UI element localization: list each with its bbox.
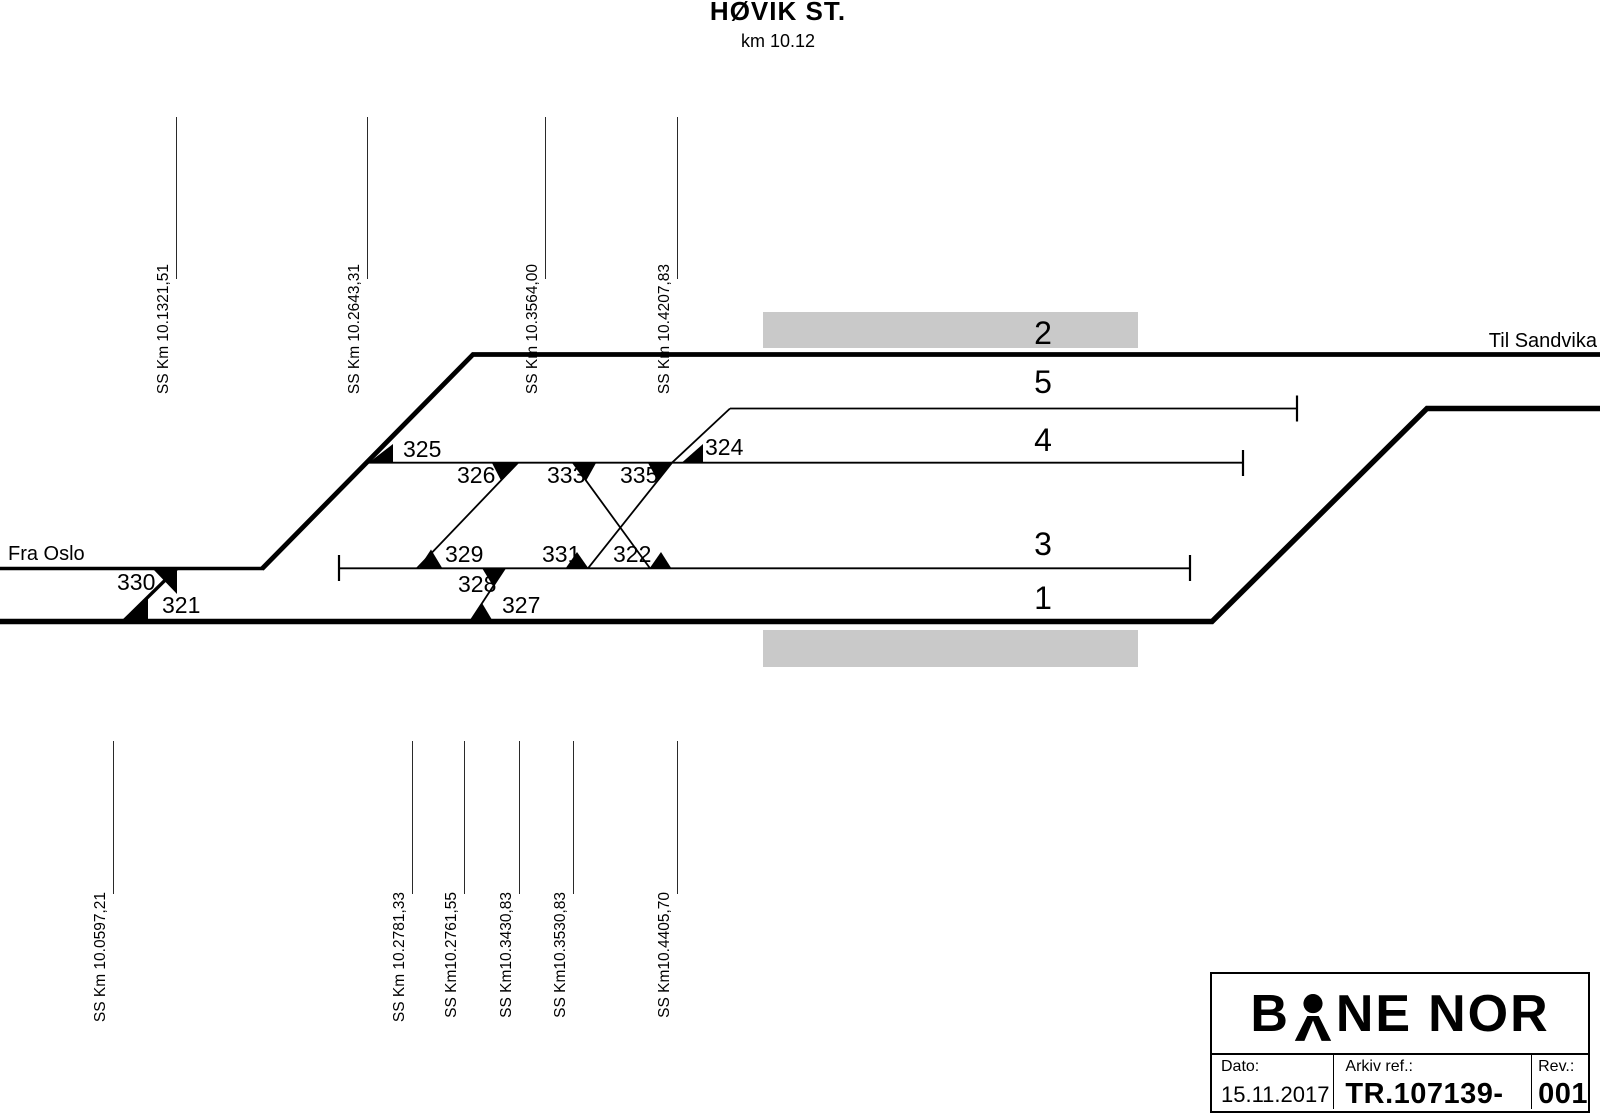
date-label: Dato: xyxy=(1221,1058,1260,1075)
switch-324-label: 324 xyxy=(705,434,744,460)
platform-track-2 xyxy=(763,312,1138,348)
track-2-number: 2 xyxy=(1034,315,1052,351)
station-km: km 10.12 xyxy=(740,31,816,51)
switch-333-symbol xyxy=(573,463,596,481)
km-marker-text: SS Km 10.2781,33 xyxy=(391,892,408,1023)
switch-328-label: 328 xyxy=(458,571,497,597)
logo-text-nor: NOR xyxy=(1428,984,1550,1043)
switch-328-symbol xyxy=(482,568,505,586)
switch-333-label: 333 xyxy=(547,462,586,488)
km-marker-line xyxy=(676,117,678,279)
switch-335-label: 335 xyxy=(620,462,659,488)
revision-label: Rev.: xyxy=(1538,1058,1575,1075)
km-marker-text: SS Km10.2761,55 xyxy=(443,892,460,1018)
direction-to-sandvika: Til Sandvika xyxy=(1488,330,1597,352)
branch-324-to-track-5 xyxy=(671,407,731,464)
km-marker-line xyxy=(544,117,546,279)
km-marker-text: SS Km10.3430,83 xyxy=(498,892,515,1018)
switch-330-symbol xyxy=(152,568,177,594)
km-marker-top-3: SS Km 10.3564,00 xyxy=(524,117,546,394)
title-block-revision-cell: Rev.: 001 xyxy=(1532,1055,1588,1110)
revision-value: 001 xyxy=(1538,1078,1588,1110)
direction-from-oslo: Fra Oslo xyxy=(8,543,85,565)
km-marker-bottom-6: SS Km10.4405,70 xyxy=(656,741,678,1018)
station-title: HØVIK ST. xyxy=(709,0,847,26)
track-1-number: 1 xyxy=(1034,580,1052,616)
km-marker-line xyxy=(676,741,678,894)
switch-321-label: 321 xyxy=(162,592,201,618)
switch-327-label: 327 xyxy=(502,592,541,618)
switch-331-label: 331 xyxy=(542,541,581,567)
date-value: 15.11.2017 xyxy=(1221,1082,1330,1107)
km-marker-bottom-3: SS Km10.2761,55 xyxy=(443,741,465,1018)
switch-325-symbol xyxy=(369,444,393,463)
km-marker-bottom-5: SS Km10.3530,83 xyxy=(552,741,574,1018)
switch-322-label: 322 xyxy=(613,541,652,567)
km-marker-line xyxy=(518,741,520,894)
km-marker-text: SS Km 10.0597,21 xyxy=(92,892,109,1023)
km-marker-text: SS Km 10.3564,00 xyxy=(524,264,541,395)
switch-325-label: 325 xyxy=(403,436,442,462)
platform-track-1 xyxy=(763,630,1138,667)
km-marker-top-1: SS Km 10.1321,51 xyxy=(155,117,177,394)
km-marker-line xyxy=(175,117,177,279)
km-marker-top-4: SS Km 10.4207,83 xyxy=(656,117,678,394)
km-marker-line xyxy=(366,117,368,279)
title-block-date-cell: Dato: 15.11.2017 xyxy=(1212,1055,1335,1109)
km-marker-line xyxy=(411,741,413,894)
km-marker-text: SS Km 10.1321,51 xyxy=(155,264,172,395)
switch-324-symbol xyxy=(682,444,703,463)
title-block-info-row: Dato: 15.11.2017 Arkiv ref.: TR.107139-0… xyxy=(1212,1055,1588,1115)
title-block-archive-cell: Arkiv ref.: TR.107139-000 xyxy=(1334,1055,1533,1115)
km-marker-line xyxy=(572,741,574,894)
switch-322-symbol xyxy=(650,552,671,568)
track-5-number: 5 xyxy=(1034,364,1052,400)
switch-327-symbol xyxy=(470,603,493,622)
km-marker-bottom-4: SS Km10.3430,83 xyxy=(498,741,520,1018)
track-2-line xyxy=(260,352,1600,571)
switch-321-symbol xyxy=(123,597,148,622)
km-marker-text: SS Km 10.4207,83 xyxy=(656,264,673,395)
logo-text-b: B xyxy=(1250,984,1290,1043)
bane-nor-a-mark-icon xyxy=(1294,993,1332,1041)
bane-nor-logo: B NE NOR xyxy=(1212,974,1588,1055)
km-marker-line xyxy=(463,741,465,894)
km-marker-text: SS Km10.4405,70 xyxy=(656,892,673,1018)
track-3-number: 3 xyxy=(1034,526,1052,562)
switch-330-label: 330 xyxy=(117,569,156,595)
switch-326-symbol xyxy=(492,463,518,481)
km-marker-bottom-2: SS Km 10.2781,33 xyxy=(391,741,413,1022)
switch-331-symbol xyxy=(566,552,588,568)
km-marker-text: SS Km10.3530,83 xyxy=(552,892,569,1018)
title-block: B NE NOR Dato: 15.11.2017 Arkiv ref.: TR… xyxy=(1210,972,1590,1115)
archive-ref-value: TR.107139-000 xyxy=(1345,1078,1504,1115)
switch-329-label: 329 xyxy=(445,541,484,567)
km-marker-bottom-1: SS Km 10.0597,21 xyxy=(92,741,114,1022)
track-4-number: 4 xyxy=(1034,422,1052,458)
logo-text-ne: NE xyxy=(1335,984,1413,1043)
archive-ref-label: Arkiv ref.: xyxy=(1345,1058,1413,1075)
switch-326-label: 326 xyxy=(457,462,496,488)
switch-329-symbol xyxy=(419,549,442,568)
km-marker-top-2: SS Km 10.2643,31 xyxy=(346,117,368,394)
km-marker-text: SS Km 10.2643,31 xyxy=(346,264,363,395)
km-marker-line xyxy=(112,741,114,894)
switch-335-symbol xyxy=(648,463,672,481)
track-1-line xyxy=(0,405,1600,625)
